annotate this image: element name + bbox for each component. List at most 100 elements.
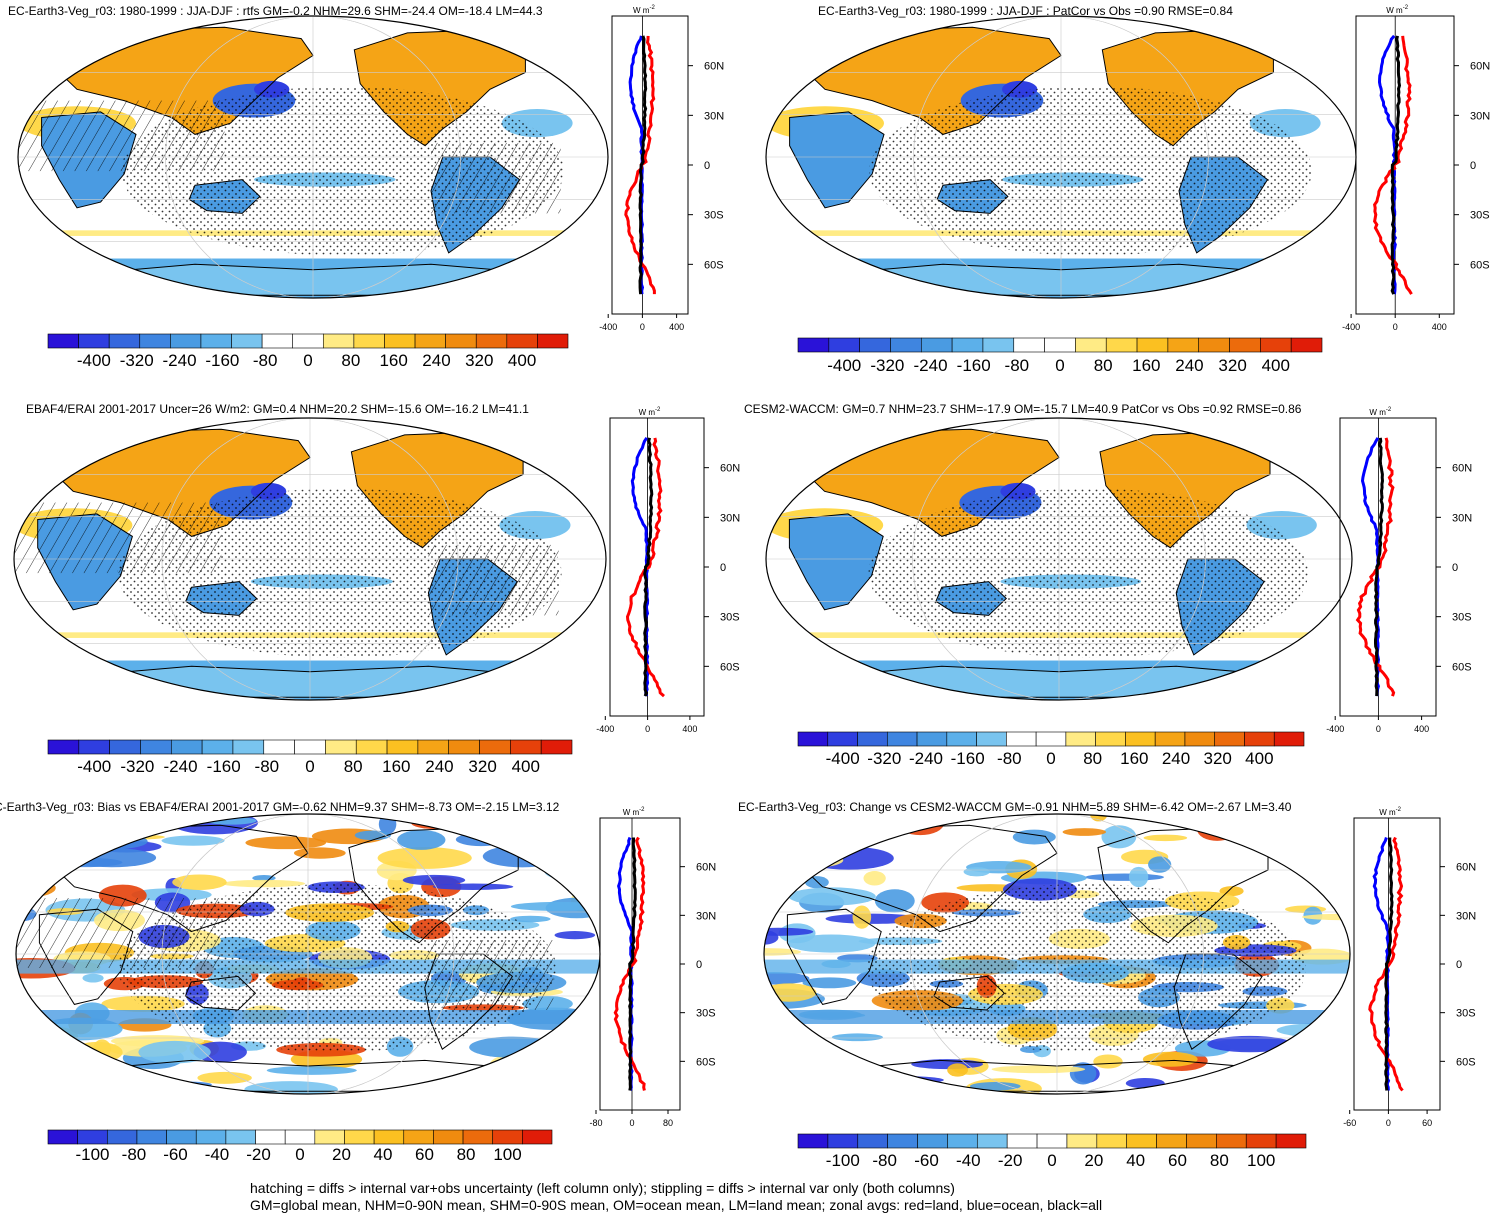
landmass-africa <box>789 513 884 610</box>
landmass-africa <box>789 111 884 208</box>
latitude-label: 60S <box>704 259 724 271</box>
colorbar-swatch <box>1095 731 1126 747</box>
colorbar-label: 60 <box>415 1145 434 1164</box>
zonal-units-label: W m-2 <box>639 407 661 417</box>
colorbar-swatch <box>479 739 511 755</box>
colorbar-swatch <box>232 739 265 755</box>
map-field <box>764 814 1350 1094</box>
landmass-eurasia <box>801 27 1061 135</box>
latitude-label: 60S <box>720 661 740 673</box>
zonal-xtick-label: 0 <box>629 1118 634 1128</box>
colorbar-swatch <box>78 333 110 349</box>
colorbar-swatch <box>797 337 830 353</box>
colorbar-label: -240 <box>914 356 948 375</box>
zonal-mean-frame <box>1339 417 1437 717</box>
zonal-all-line <box>1384 837 1394 1091</box>
colorbar-swatch <box>1044 337 1076 353</box>
zonal-xtick-label: -400 <box>1342 322 1360 332</box>
zonal-all-line <box>627 837 637 1091</box>
colorbar-swatch <box>797 1133 829 1149</box>
colorbar-label: 400 <box>1245 749 1273 768</box>
zonal-xtick-label: 400 <box>1414 724 1429 734</box>
zonal-mean-frame <box>609 417 705 717</box>
colorbar-label: 160 <box>379 351 407 370</box>
colorbar-swatch <box>1273 731 1305 747</box>
zonal-mean-frame <box>599 817 681 1111</box>
colorbar-label: 40 <box>1126 1151 1145 1168</box>
colorbar-swatch <box>537 333 569 349</box>
zonal-all-line <box>1374 437 1385 697</box>
colorbar-swatch <box>140 739 172 755</box>
colorbar-swatch <box>294 739 326 755</box>
colorbar-swatch <box>108 333 141 349</box>
panel-graphic: -400 0 400 60N 30N 0 30S 60S W m-2 -400 -320 -240 -1… <box>765 5 1490 375</box>
colorbar-swatch <box>322 333 355 349</box>
zonal-land-line <box>1355 437 1396 697</box>
colorbar-swatch <box>325 739 357 755</box>
latitude-label: 30N <box>704 110 724 122</box>
panel-ebaf-obs: EBAF4/ERAI 2001-2017 Uncer=26 W/m2: GM=0… <box>0 398 740 778</box>
colorbar-label: 80 <box>1094 356 1113 375</box>
colorbar-swatch <box>510 739 542 755</box>
latitude-label: 30S <box>1456 1008 1476 1020</box>
colorbar-swatch <box>1167 337 1200 353</box>
colorbar-swatch <box>448 739 480 755</box>
colorbar-label: -400 <box>826 749 860 768</box>
latitude-label: 30N <box>1452 512 1472 524</box>
colorbar-label: -320 <box>867 749 901 768</box>
colorbar-swatch <box>1036 1133 1068 1149</box>
colorbar-swatch <box>1013 337 1045 353</box>
colorbar-label: 0 <box>295 1145 304 1164</box>
colorbar-label: 400 <box>1262 356 1290 375</box>
latitude-label: 30S <box>720 612 740 624</box>
colorbar-swatch <box>263 739 295 755</box>
colorbar-swatch <box>1105 337 1138 353</box>
colorbar-swatch <box>201 739 234 755</box>
zonal-xtick-label: 400 <box>682 724 697 734</box>
colorbar-label: -40 <box>956 1151 981 1168</box>
colorbar-label: -240 <box>909 749 943 768</box>
colorbar-swatch <box>827 1133 859 1149</box>
colorbar-swatch <box>886 731 918 747</box>
colorbar-swatch <box>231 333 263 349</box>
colorbar-label: 80 <box>1083 749 1102 768</box>
panel-title: EC-Earth3-Veg_r03: 1980-1999 : JJA-DJF :… <box>818 4 1233 18</box>
colorbar-swatch <box>1290 337 1323 353</box>
colorbar-label: 160 <box>1120 749 1148 768</box>
colorbar-swatch <box>1245 1133 1277 1149</box>
colorbar-swatch <box>417 739 450 755</box>
latitude-label: 60N <box>696 862 716 874</box>
zonal-xtick-label: 400 <box>669 322 684 332</box>
panel-title: EC-Earth3-Veg_r03: 1980-1999 : JJA-DJF :… <box>8 4 543 18</box>
colorbar-swatch <box>859 337 891 353</box>
colorbar-swatch <box>373 1129 405 1145</box>
colorbar-label: 80 <box>341 351 360 370</box>
colorbar-swatch <box>976 731 1007 747</box>
colorbar-swatch <box>1156 1133 1187 1149</box>
colorbar-label: 320 <box>1218 356 1246 375</box>
colorbar-label: -100 <box>75 1145 109 1164</box>
map-outline <box>17 15 609 299</box>
colorbar-swatch <box>255 1129 286 1145</box>
colorbar-swatch <box>976 1133 1008 1149</box>
colorbar-swatch <box>1184 731 1216 747</box>
colorbar-swatch <box>887 1133 918 1149</box>
colorbar-swatch <box>917 1133 948 1149</box>
map-field <box>14 418 606 700</box>
zonal-mean-frame <box>611 15 689 315</box>
colorbar-swatch <box>492 1129 523 1145</box>
colorbar-label: -400 <box>77 351 111 370</box>
colorbar-swatch <box>344 1129 375 1145</box>
map-field <box>18 16 608 298</box>
colorbar-label: 320 <box>1203 749 1231 768</box>
latitude-label: 0 <box>720 562 726 574</box>
colorbar-swatch <box>1006 1133 1038 1149</box>
colorbar-label: -240 <box>163 351 197 370</box>
colorbar-swatch <box>475 333 508 349</box>
zonal-mean-frame <box>1353 817 1441 1111</box>
colorbar-label: -80 <box>997 749 1022 768</box>
colorbar-label: 400 <box>508 351 536 370</box>
colorbar-label: 320 <box>468 757 496 776</box>
colorbar-swatch <box>828 337 860 353</box>
colorbar-swatch <box>139 333 171 349</box>
